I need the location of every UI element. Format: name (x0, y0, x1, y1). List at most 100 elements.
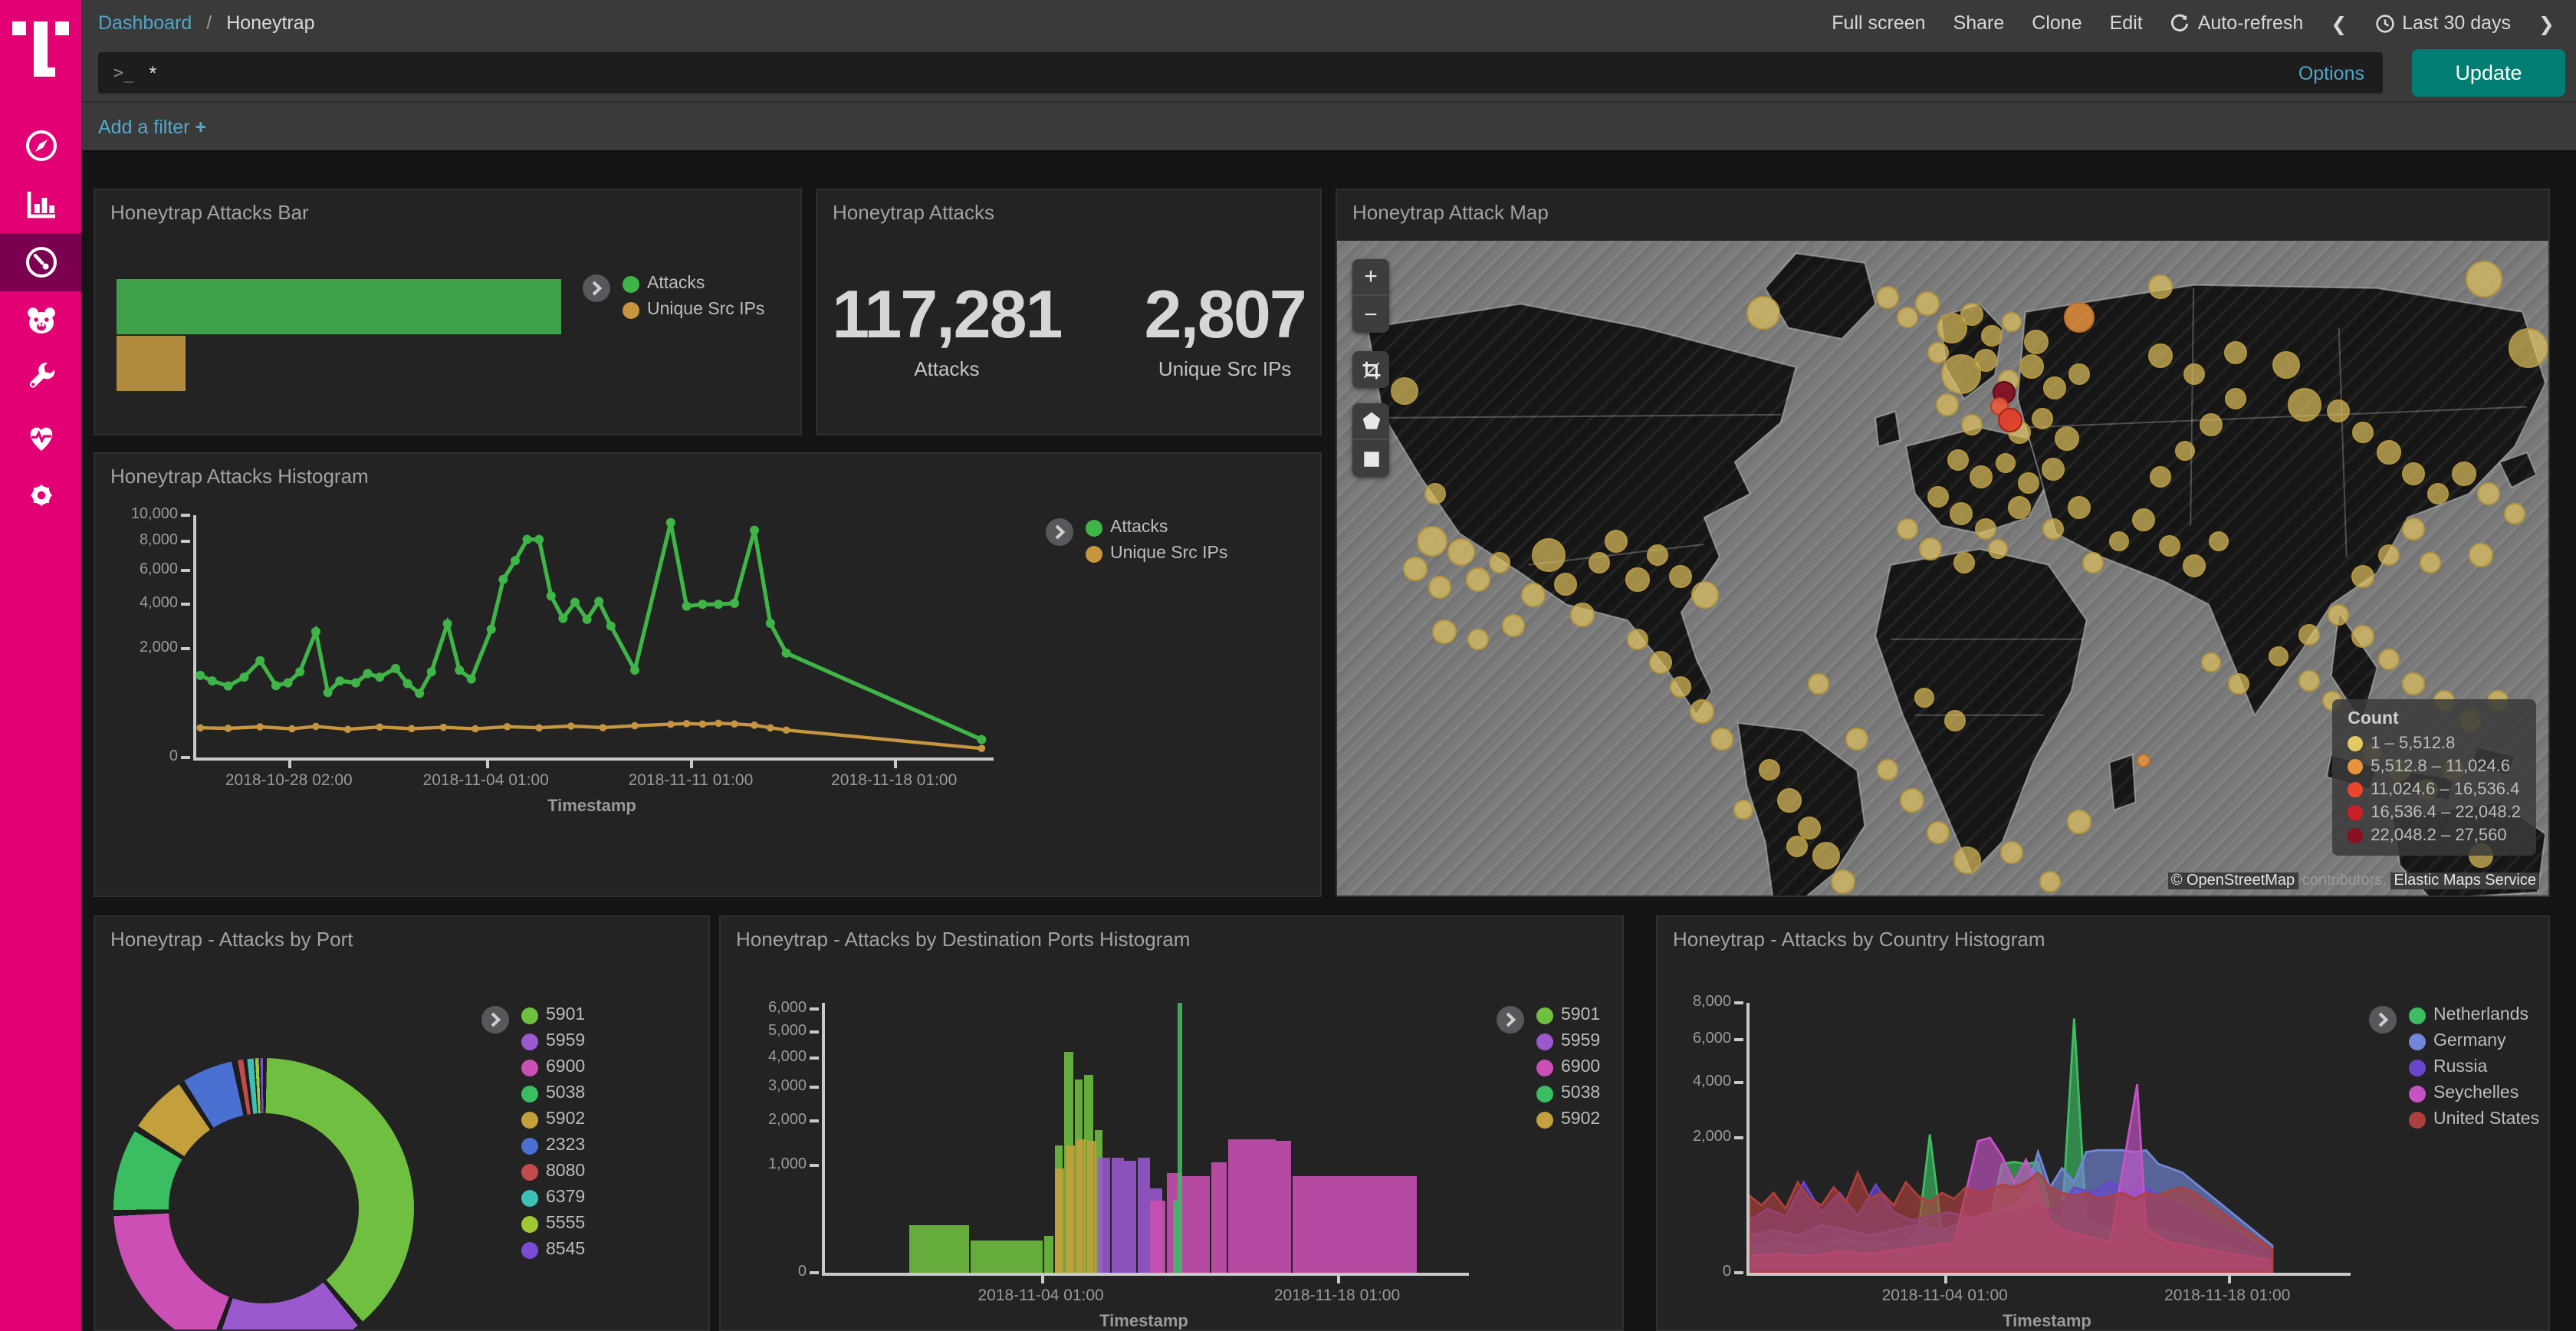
legend-item-unique-src-ips[interactable]: Unique Src IPs (1086, 544, 1227, 563)
map-attack-circle[interactable] (1689, 698, 1714, 724)
map-attack-circle[interactable] (1670, 676, 1692, 698)
map-attack-circle[interactable] (1554, 572, 1578, 596)
map-attack-circle[interactable] (1520, 582, 1546, 607)
legend-item-8080[interactable]: 8080 (521, 1162, 585, 1181)
map-attack-circle[interactable] (2082, 552, 2104, 574)
map-attack-circle[interactable] (1488, 552, 1510, 574)
map-attack-circle[interactable] (2148, 274, 2174, 300)
map-attack-circle[interactable] (1589, 552, 1611, 574)
breadcrumb-dashboard-link[interactable]: Dashboard (98, 12, 192, 34)
map-attack-circle[interactable] (1900, 788, 1925, 813)
map-attack-circle[interactable] (2466, 260, 2503, 297)
map-attack-circle[interactable] (2427, 483, 2450, 505)
sidebar-item-discover[interactable] (0, 117, 81, 175)
map-attack-circle[interactable] (1647, 544, 1669, 566)
map-attack-circle[interactable] (1897, 518, 1919, 540)
map-attack-circle[interactable] (1949, 502, 1973, 526)
legend-item-5555[interactable]: 5555 (521, 1214, 585, 1233)
sidebar-item-monitoring[interactable] (0, 408, 81, 466)
map-attack-circle[interactable] (1710, 727, 1734, 751)
sidebar-item-visualize[interactable] (0, 175, 81, 233)
map-attack-circle[interactable] (2327, 603, 2349, 626)
hist-bar-port-5902[interactable] (1076, 1139, 1086, 1273)
map-attack-circle[interactable] (2451, 461, 2476, 486)
map-attack-circle[interactable] (2002, 311, 2022, 332)
map-attack-circle[interactable] (2377, 544, 2400, 566)
map-attack-circle[interactable] (1428, 576, 1452, 600)
map-attack-circle[interactable] (1391, 376, 1419, 405)
time-forward-button[interactable]: ❯ (2538, 13, 2555, 35)
map-attack-circle[interactable] (1733, 800, 1753, 820)
legend-item-6900[interactable]: 6900 (1536, 1058, 1600, 1076)
map-attack-circle[interactable] (1944, 710, 1966, 732)
legend-item-attacks[interactable]: Attacks (623, 274, 764, 293)
map-attack-circle[interactable] (2209, 531, 2229, 552)
map-attack-circle[interactable] (2007, 496, 2031, 520)
map-attack-circle[interactable] (2376, 440, 2401, 465)
map-attack-circle[interactable] (1432, 619, 1457, 644)
hist-bar-port-5959[interactable] (1111, 1157, 1124, 1273)
legend-item-2323[interactable]: 2323 (521, 1136, 585, 1155)
map-attack-circle[interactable] (2137, 754, 2151, 768)
map-attack-circle[interactable] (2108, 531, 2129, 552)
map-attack-circle[interactable] (1926, 820, 1950, 844)
map-attack-circle[interactable] (1960, 303, 1983, 327)
map-attack-circle[interactable] (1936, 393, 1960, 416)
map-attack-circle[interactable] (1970, 465, 1993, 489)
map-attack-circle[interactable] (2402, 462, 2426, 485)
map-attack-circle[interactable] (2402, 517, 2426, 541)
map-attack-circle[interactable] (2377, 648, 2400, 670)
clone-button[interactable]: Clone (2032, 12, 2082, 34)
legend-item-6900[interactable]: 6900 (521, 1058, 585, 1076)
map-attack-circle[interactable] (1876, 759, 1898, 781)
bar-unique-src-ips[interactable] (117, 336, 186, 391)
legend-item-5959[interactable]: 5959 (1536, 1032, 1600, 1050)
map-attack-circle[interactable] (2054, 426, 2079, 452)
legend-item-seychelles[interactable]: Seychelles (2409, 1084, 2539, 1103)
map-attack-circle[interactable] (1424, 483, 1446, 505)
map-attack-circle[interactable] (2468, 542, 2493, 567)
map-attack-circle[interactable] (1973, 348, 1997, 372)
map-attack-circle[interactable] (1974, 518, 1996, 540)
legend-item-5902[interactable]: 5902 (1536, 1110, 1600, 1129)
legend-item-5038[interactable]: 5038 (521, 1084, 585, 1103)
legend-item-8545[interactable]: 8545 (521, 1241, 585, 1259)
map-attack-circle[interactable] (2183, 363, 2206, 385)
legend-item-germany[interactable]: Germany (2409, 1032, 2539, 1050)
map-attack-circle[interactable] (2503, 503, 2525, 525)
legend-item-netherlands[interactable]: Netherlands (2409, 1006, 2539, 1024)
map-attack-circle[interactable] (1960, 414, 1983, 436)
sidebar-item-app[interactable] (0, 291, 81, 350)
telekom-logo[interactable] (0, 0, 81, 92)
legend-item-attacks[interactable]: Attacks (1086, 518, 1227, 537)
map-attack-circle[interactable] (2272, 351, 2301, 380)
hist-bar-port-5902[interactable] (1086, 1141, 1097, 1273)
map-attack-circle[interactable] (2402, 672, 2426, 695)
time-back-button[interactable]: ❮ (2331, 13, 2348, 35)
map-attack-circle[interactable] (1980, 324, 2003, 347)
hist-bar-port-5038[interactable] (1172, 1201, 1178, 1273)
map-attack-circle[interactable] (1875, 286, 1899, 310)
map-attack-circle[interactable] (2352, 421, 2374, 443)
world-map[interactable]: + − Count 1 – 5,512.8 5,512.8 – 11,024.6 1… (1337, 241, 2548, 896)
map-attack-circle[interactable] (2148, 343, 2174, 369)
map-attack-circle[interactable] (1914, 291, 1940, 317)
auto-refresh-button[interactable]: Auto-refresh (2170, 12, 2303, 34)
map-attack-circle[interactable] (1914, 687, 1935, 708)
map-attack-circle[interactable] (1570, 602, 1595, 627)
share-button[interactable]: Share (1953, 12, 2005, 34)
map-attack-circle[interactable] (2150, 466, 2172, 488)
map-attack-circle[interactable] (2224, 341, 2248, 365)
time-range-button[interactable]: Last 30 days (2374, 12, 2511, 34)
map-attack-circle[interactable] (1831, 869, 1856, 895)
add-filter-link[interactable]: Add a filter + (98, 116, 207, 137)
map-attack-circle[interactable] (1691, 580, 1720, 609)
map-attack-circle[interactable] (1416, 526, 1447, 557)
map-attack-circle[interactable] (1776, 788, 1802, 813)
map-zoom-in-button[interactable]: + (1352, 259, 1389, 296)
map-polygon-tool[interactable] (1352, 403, 1389, 440)
legend-item-5902[interactable]: 5902 (521, 1110, 585, 1129)
map-attack-circle[interactable] (2351, 565, 2375, 589)
map-attack-circle[interactable] (1845, 727, 1868, 751)
map-attack-circle[interactable] (1808, 672, 1830, 695)
